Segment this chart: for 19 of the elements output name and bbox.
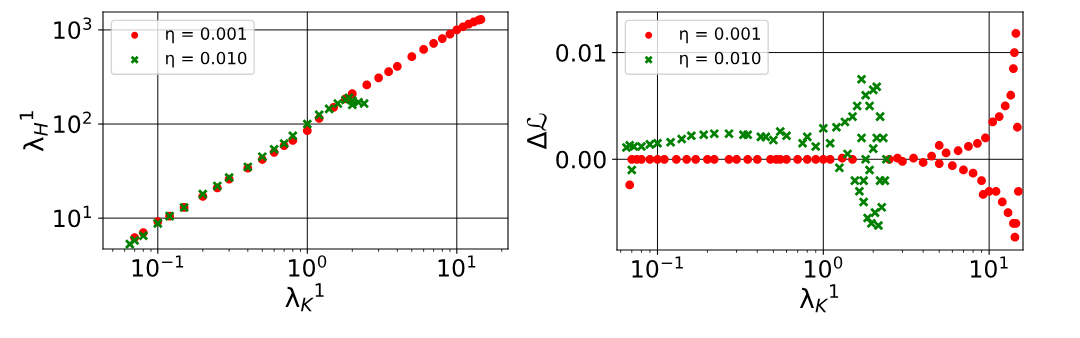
x-tick-label: 10$^{−1}$ (632, 256, 683, 278)
x-tick-label: 10$^{1}$ (438, 255, 476, 277)
x-tick-label: 10$^{1}$ (970, 256, 1008, 278)
y-tick-label: 0.00 (556, 150, 606, 169)
y-tick-label: 10$^{1}$ (54, 205, 91, 228)
x-axis-title: λ$_{K}$$^{1}$ (285, 283, 324, 312)
legend-label: η = 0.010 (680, 51, 761, 68)
x-tick-label: 10$^{0}$ (805, 256, 843, 278)
x-tick-label: 10$^{0}$ (289, 255, 327, 277)
y-tick-label: 10$^{2}$ (54, 111, 91, 134)
legend-label: η = 0.010 (166, 51, 247, 68)
y-tick-label: 0.01 (556, 44, 606, 62)
x-axis-title: λ$_{K}$$^{1}$ (799, 284, 839, 313)
y-tick-label: 10$^{3}$ (54, 17, 92, 40)
y-axis-title: Δℒ (526, 113, 547, 150)
y-axis-title: λ$_{H}$$^{1}$ (19, 111, 48, 152)
x-tick-label: 10$^{−1}$ (132, 255, 184, 277)
legend-label: η = 0.001 (680, 27, 760, 44)
legend-label: η = 0.001 (166, 27, 246, 44)
